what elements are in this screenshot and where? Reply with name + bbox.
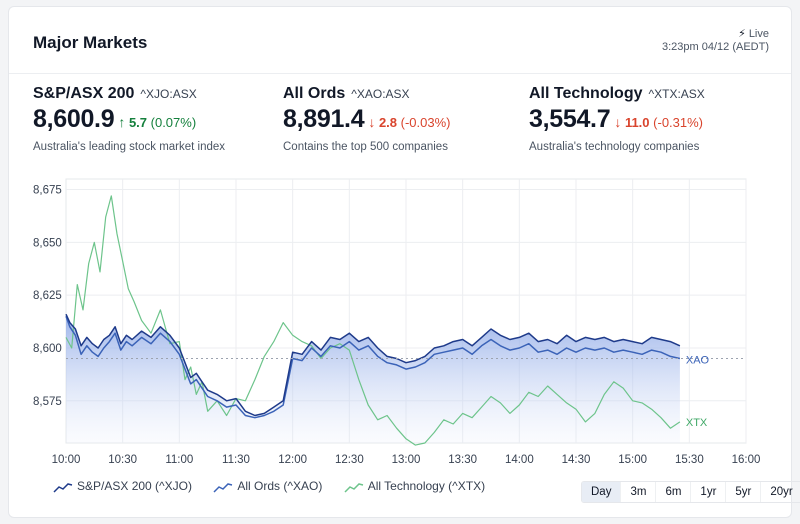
index-xao[interactable]: All Ords ^XAO:ASX 8,891.4 ↓ 2.8 (-0.03%) C… xyxy=(283,85,451,153)
intraday-chart[interactable]: 10:00 10:30 11:00 11:30 12:00 12:30 13:00 13:30… xyxy=(9,7,793,477)
legend-item-xao[interactable]: All Ords (^XAO) xyxy=(213,479,322,493)
xao-line xyxy=(65,316,681,419)
legend-item-xtx[interactable]: All Technology (^XTX) xyxy=(344,479,485,493)
y-tick-label: 8,675 xyxy=(33,185,62,197)
x-tick-label: 10:00 xyxy=(52,454,81,466)
range-day-button[interactable]: Day xyxy=(582,482,622,502)
card-title: Major Markets xyxy=(33,33,148,52)
x-tick-label: 14:00 xyxy=(505,454,534,466)
index-code: ^XTX:ASX xyxy=(648,87,705,101)
lightning-icon: ⚡ xyxy=(738,28,746,40)
range-20yr-button[interactable]: 20yr xyxy=(770,486,793,498)
header-divider xyxy=(9,73,791,74)
x-tick-label: 13:30 xyxy=(448,454,477,466)
index-xjo[interactable]: S&P/ASX 200 ^XJO:ASX 8,600.9 ↑ 5.7 (0.07%)… xyxy=(33,85,225,153)
change-percent: (-0.31%) xyxy=(653,115,704,130)
range-3m-button[interactable]: 3m xyxy=(621,482,657,502)
index-price: 3,554.7 xyxy=(529,105,611,133)
legend-label: All Ords (^XAO) xyxy=(237,479,323,493)
change-percent: (0.07%) xyxy=(150,115,197,130)
major-markets-card: Major Markets ⚡ Live 3:23pm 04/12 (AEDT) … xyxy=(8,6,800,518)
legend-item-xjo[interactable]: S&P/ASX 200 (^XJO) xyxy=(53,479,192,493)
x-tick-label: 14:30 xyxy=(562,454,591,466)
y-tick-label: 8,575 xyxy=(33,396,62,408)
range-5yr-button[interactable]: 5yr xyxy=(726,482,762,502)
index-change: ↑ 5.7 (0.07%) xyxy=(118,114,197,130)
x-tick-label: 13:00 xyxy=(392,454,421,466)
index-code: ^XJO:ASX xyxy=(140,87,197,101)
live-indicator: ⚡ Live xyxy=(738,27,769,40)
legend-label: S&P/ASX 200 (^XJO) xyxy=(77,479,193,493)
index-xtx[interactable]: All Technology ^XTX:ASX 3,554.7 ↓ 11.0 (-0… xyxy=(529,85,705,153)
line-series-icon xyxy=(213,482,233,493)
change-value: 5.7 xyxy=(128,115,148,130)
index-change: ↓ 2.8 (-0.03%) xyxy=(368,114,451,130)
index-name: All Ords xyxy=(283,85,346,102)
x-tick-label: 12:30 xyxy=(335,454,364,466)
chart-legend: S&P/ASX 200 (^XJO) All Ords (^XAO) All T… xyxy=(53,479,503,493)
chart-area-fill xyxy=(66,314,680,443)
range-1yr-button[interactable]: 1yr xyxy=(691,482,727,502)
x-tick-label: 11:00 xyxy=(165,454,193,466)
chart-labels: 10:00 10:30 11:00 11:30 12:00 12:30 13:00 13:30… xyxy=(33,185,760,466)
index-description: Contains the top 500 companies xyxy=(283,141,448,153)
legend-label: All Technology (^XTX) xyxy=(367,479,486,493)
y-tick-label: 8,600 xyxy=(33,343,62,355)
arrow-down-icon: ↓ xyxy=(368,114,376,130)
index-code: ^XAO:ASX xyxy=(351,87,410,101)
y-tick-label: 8,650 xyxy=(33,237,62,249)
change-value: 11.0 xyxy=(624,115,650,130)
index-description: Australia's technology companies xyxy=(529,141,700,153)
range-selector: Day 3m 6m 1yr 5yr 20yr xyxy=(581,481,800,503)
chart-series xyxy=(65,195,681,446)
index-price: 8,891.4 xyxy=(283,105,365,133)
change-value: 2.8 xyxy=(378,115,398,130)
range-6m-button[interactable]: 6m xyxy=(656,482,692,502)
xjo-area xyxy=(66,314,680,443)
index-name: All Technology xyxy=(529,85,643,102)
index-price: 8,600.9 xyxy=(33,105,115,133)
xtx-end-label: XTX xyxy=(686,417,708,429)
xao-end-label: XAO xyxy=(686,355,710,367)
xtx-line xyxy=(65,195,681,446)
last-updated-time: 3:23pm 04/12 (AEDT) xyxy=(662,41,769,53)
change-percent: (-0.03%) xyxy=(400,115,451,130)
y-tick-label: 8,625 xyxy=(33,290,62,302)
index-name: S&P/ASX 200 xyxy=(33,85,135,102)
live-label: Live xyxy=(748,28,769,40)
x-tick-label: 11:30 xyxy=(222,454,250,466)
x-tick-label: 12:00 xyxy=(278,454,307,466)
line-series-icon xyxy=(53,482,73,493)
x-tick-label: 15:30 xyxy=(675,454,704,466)
line-series-icon xyxy=(344,482,363,493)
arrow-up-icon: ↑ xyxy=(118,114,126,130)
index-description: Australia's leading stock market index xyxy=(33,141,226,153)
index-change: ↓ 11.0 (-0.31%) xyxy=(614,114,704,130)
x-tick-label: 15:00 xyxy=(618,454,647,466)
arrow-down-icon: ↓ xyxy=(614,114,622,130)
xjo-line xyxy=(65,313,681,417)
x-tick-label: 10:30 xyxy=(108,454,137,466)
x-tick-label: 16:00 xyxy=(732,454,761,466)
